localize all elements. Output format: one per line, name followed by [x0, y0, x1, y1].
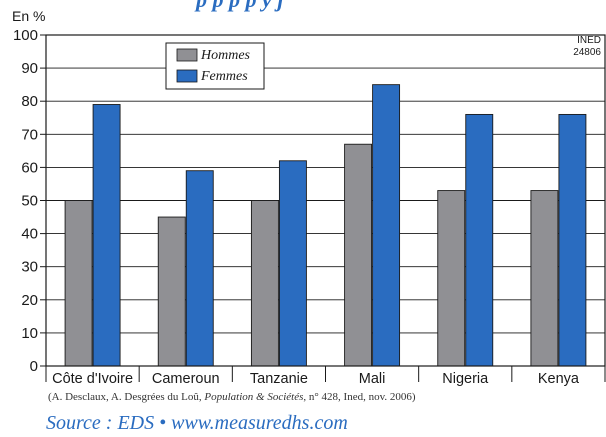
bar-hommes — [530, 190, 559, 367]
y-tick-label: 70 — [21, 126, 38, 143]
y-tick-label: 30 — [21, 259, 38, 276]
bar-femmes — [185, 170, 214, 367]
bar-femmes — [372, 84, 401, 367]
y-tick-label: 90 — [21, 60, 38, 77]
y-axis-ticks: 0 10 20 30 40 50 60 70 80 90 100 — [13, 27, 46, 375]
x-category-label: Nigeria — [442, 371, 489, 387]
partial-title: p p p p y j — [196, 0, 283, 13]
bars — [64, 84, 587, 367]
y-tick-label: 10 — [21, 325, 38, 342]
y-tick-label: 50 — [21, 193, 38, 210]
legend: Hommes Femmes — [165, 42, 265, 90]
ined-label: INED — [577, 35, 601, 46]
x-category-label: Côte d'Ivoire — [52, 371, 133, 387]
x-category-label: Tanzanie — [250, 371, 308, 387]
bar-femmes — [558, 113, 587, 367]
legend-swatch-femmes — [176, 69, 198, 83]
bar-femmes — [465, 113, 494, 367]
citation: (A. Desclaux, A. Desgrées du Loû, Popula… — [48, 391, 416, 403]
bar-femmes — [278, 160, 307, 367]
bar-chart: En % 0 10 20 30 40 50 60 70 80 90 100 Côte d'Ivoir… — [12, 8, 606, 387]
gridlines — [46, 67, 605, 334]
y-tick-label: 0 — [30, 358, 38, 375]
bar-hommes — [157, 216, 186, 367]
bar-hommes — [437, 190, 466, 367]
y-tick-label: 20 — [21, 292, 38, 309]
ined-number: 24806 — [573, 47, 601, 58]
y-tick-label: 60 — [21, 159, 38, 176]
x-category-label: Mali — [359, 371, 386, 387]
y-unit-label: En % — [12, 8, 45, 24]
legend-label-hommes: Hommes — [200, 48, 251, 63]
bar-hommes — [64, 200, 93, 367]
bar-hommes — [344, 143, 373, 367]
plot-frame — [45, 34, 606, 367]
source-line: Source : EDS • www.measuredhs.com — [46, 412, 348, 434]
y-tick-label: 40 — [21, 226, 38, 243]
bar-femmes — [92, 104, 121, 367]
y-tick-label: 100 — [13, 27, 38, 44]
legend-swatch-hommes — [176, 48, 198, 62]
legend-label-femmes: Femmes — [200, 69, 248, 84]
x-axis-categories: Côte d'Ivoire Cameroun Tanzanie Mali Nigeria… — [45, 366, 606, 387]
y-tick-label: 80 — [21, 93, 38, 110]
ined-annotation: INED 24806 — [573, 35, 601, 58]
x-category-label: Kenya — [538, 371, 580, 387]
x-category-label: Cameroun — [152, 371, 220, 387]
bar-hommes — [250, 200, 279, 367]
